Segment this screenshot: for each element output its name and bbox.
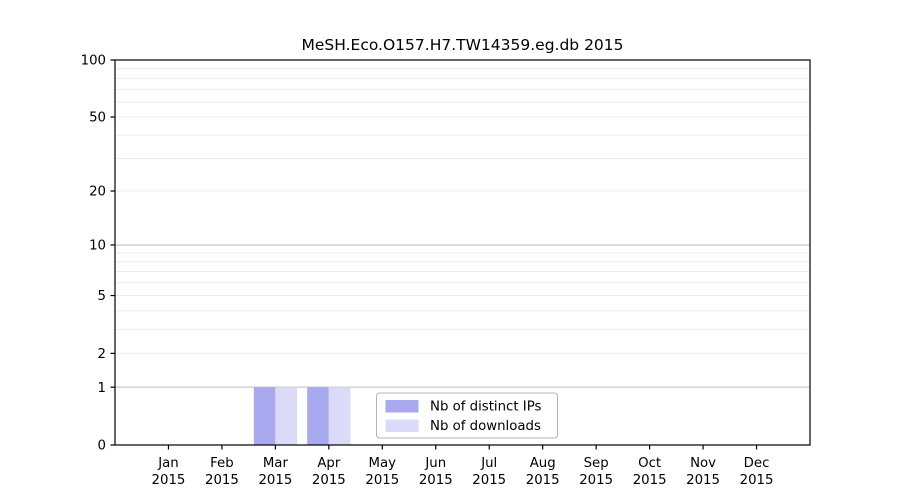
x-tick-label-year: 2015 — [258, 473, 292, 488]
x-tick-label-month: Apr — [317, 456, 341, 471]
y-tick-label: 5 — [98, 289, 106, 304]
legend: Nb of distinct IPs Nb of downloads — [376, 392, 558, 439]
x-tick-label-month: Dec — [744, 456, 770, 471]
x-tick-label-month: Aug — [530, 456, 556, 471]
chart-title: MeSH.Eco.O157.H7.TW14359.eg.db 2015 — [301, 36, 623, 54]
plot-border — [114, 59, 811, 446]
y-tick-label: 1 — [98, 381, 106, 396]
x-tick-label-year: 2015 — [526, 473, 560, 488]
x-tick-label-month: Mar — [263, 456, 289, 471]
y-tick-label: 50 — [89, 111, 106, 126]
x-tick-label-year: 2015 — [205, 473, 239, 488]
x-tick-label-month: Feb — [210, 456, 234, 471]
legend-box — [376, 392, 558, 439]
bar-apr-series0 — [307, 387, 329, 445]
x-tick-label-month: May — [369, 456, 397, 471]
x-tick-label-month: Oct — [638, 456, 661, 471]
legend-label-distinct-ips: Nb of distinct IPs — [430, 400, 542, 415]
x-tick-label-year: 2015 — [472, 473, 506, 488]
x-tick-label-year: 2015 — [740, 473, 774, 488]
x-tick-label-month: Sep — [584, 456, 609, 471]
x-tick-label-year: 2015 — [419, 473, 453, 488]
x-tick-label-year: 2015 — [312, 473, 346, 488]
y-tick-label: 10 — [89, 239, 106, 254]
x-tick-label-year: 2015 — [579, 473, 613, 488]
bar-mar-series0 — [253, 387, 276, 445]
plot-area: Jan2015Feb2015Mar2015Apr2015May2015Jun20… — [81, 54, 811, 488]
x-tick-label-month: Jun — [424, 456, 446, 471]
bar-apr-series1 — [328, 387, 351, 445]
y-tick-label: 20 — [89, 185, 106, 200]
bar-mar-series1 — [275, 387, 297, 445]
x-tick-label-month: Jul — [480, 456, 497, 471]
legend-swatch-downloads — [385, 419, 419, 432]
x-tick-label-month: Nov — [690, 456, 716, 471]
x-tick-label-year: 2015 — [152, 473, 186, 488]
legend-label-downloads: Nb of downloads — [430, 419, 541, 434]
x-tick-label-year: 2015 — [633, 473, 667, 488]
y-tick-label: 0 — [98, 439, 106, 454]
y-tick-label: 100 — [81, 54, 106, 69]
y-tick-label: 2 — [98, 347, 106, 362]
legend-swatch-distinct-ips — [385, 400, 419, 413]
x-tick-label-year: 2015 — [365, 473, 399, 488]
x-tick-label-month: Jan — [157, 456, 179, 471]
x-tick-label-year: 2015 — [686, 473, 720, 488]
